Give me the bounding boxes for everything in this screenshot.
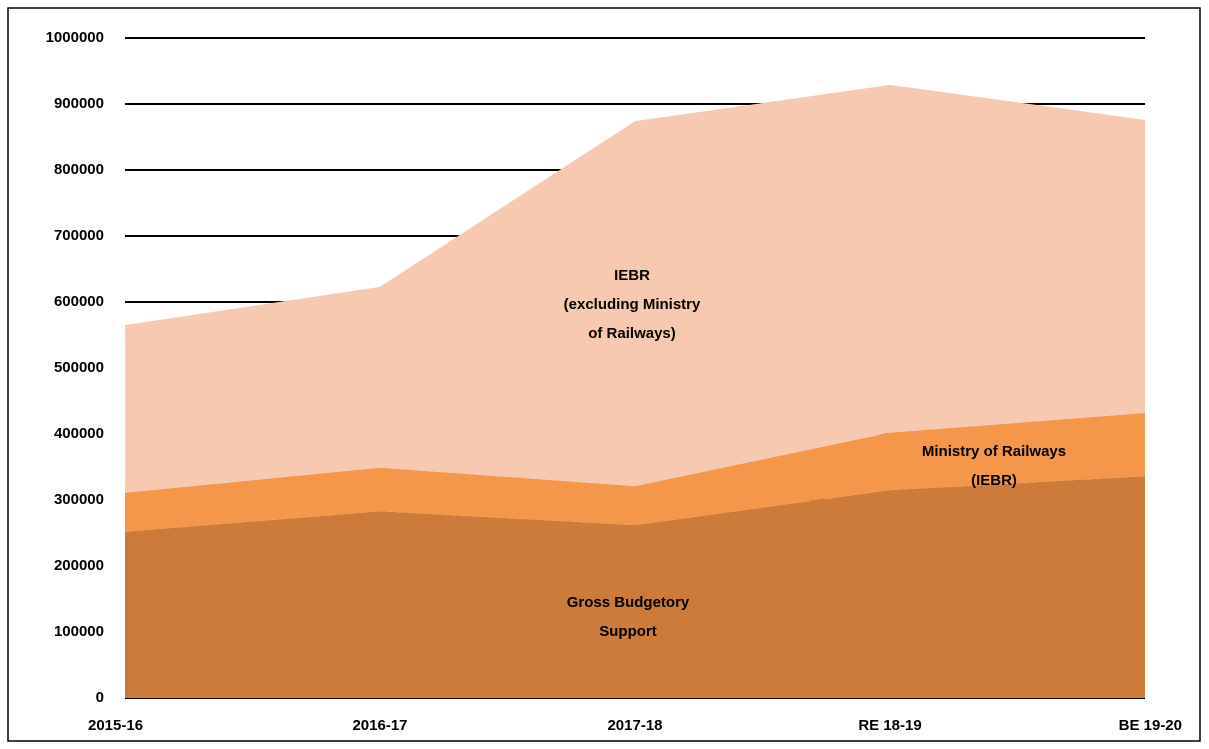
x-tick-label: RE 18-19 [858, 717, 921, 734]
x-tick-label: 2015-16 [88, 717, 143, 734]
x-tick-label: 2017-18 [607, 717, 662, 734]
y-tick-label: 500000 [54, 359, 104, 376]
series-label: Gross Budgetory [567, 594, 690, 611]
series-label: IEBR [614, 267, 650, 284]
area [125, 476, 1145, 698]
x-tick-label: BE 19-20 [1119, 717, 1182, 734]
chart-border [7, 7, 1201, 742]
y-tick-label: 200000 [54, 557, 104, 574]
y-tick-label: 700000 [54, 227, 104, 244]
x-tick-label: 2016-17 [352, 717, 407, 734]
series-label: Ministry of Railways [922, 443, 1066, 460]
series-label: of Railways) [588, 325, 676, 342]
series-label: (IEBR) [971, 472, 1017, 489]
y-tick-label: 900000 [54, 95, 104, 112]
y-tick-label: 1000000 [46, 29, 104, 46]
area [125, 84, 1145, 493]
y-tick-label: 100000 [54, 623, 104, 640]
area [125, 412, 1145, 532]
y-tick-label: 800000 [54, 161, 104, 178]
y-tick-label: 400000 [54, 425, 104, 442]
series-label: Support [599, 623, 657, 640]
y-tick-label: 600000 [54, 293, 104, 310]
series-label: (excluding Ministry [564, 296, 701, 313]
y-tick-label: 0 [96, 689, 104, 706]
y-tick-label: 300000 [54, 491, 104, 508]
